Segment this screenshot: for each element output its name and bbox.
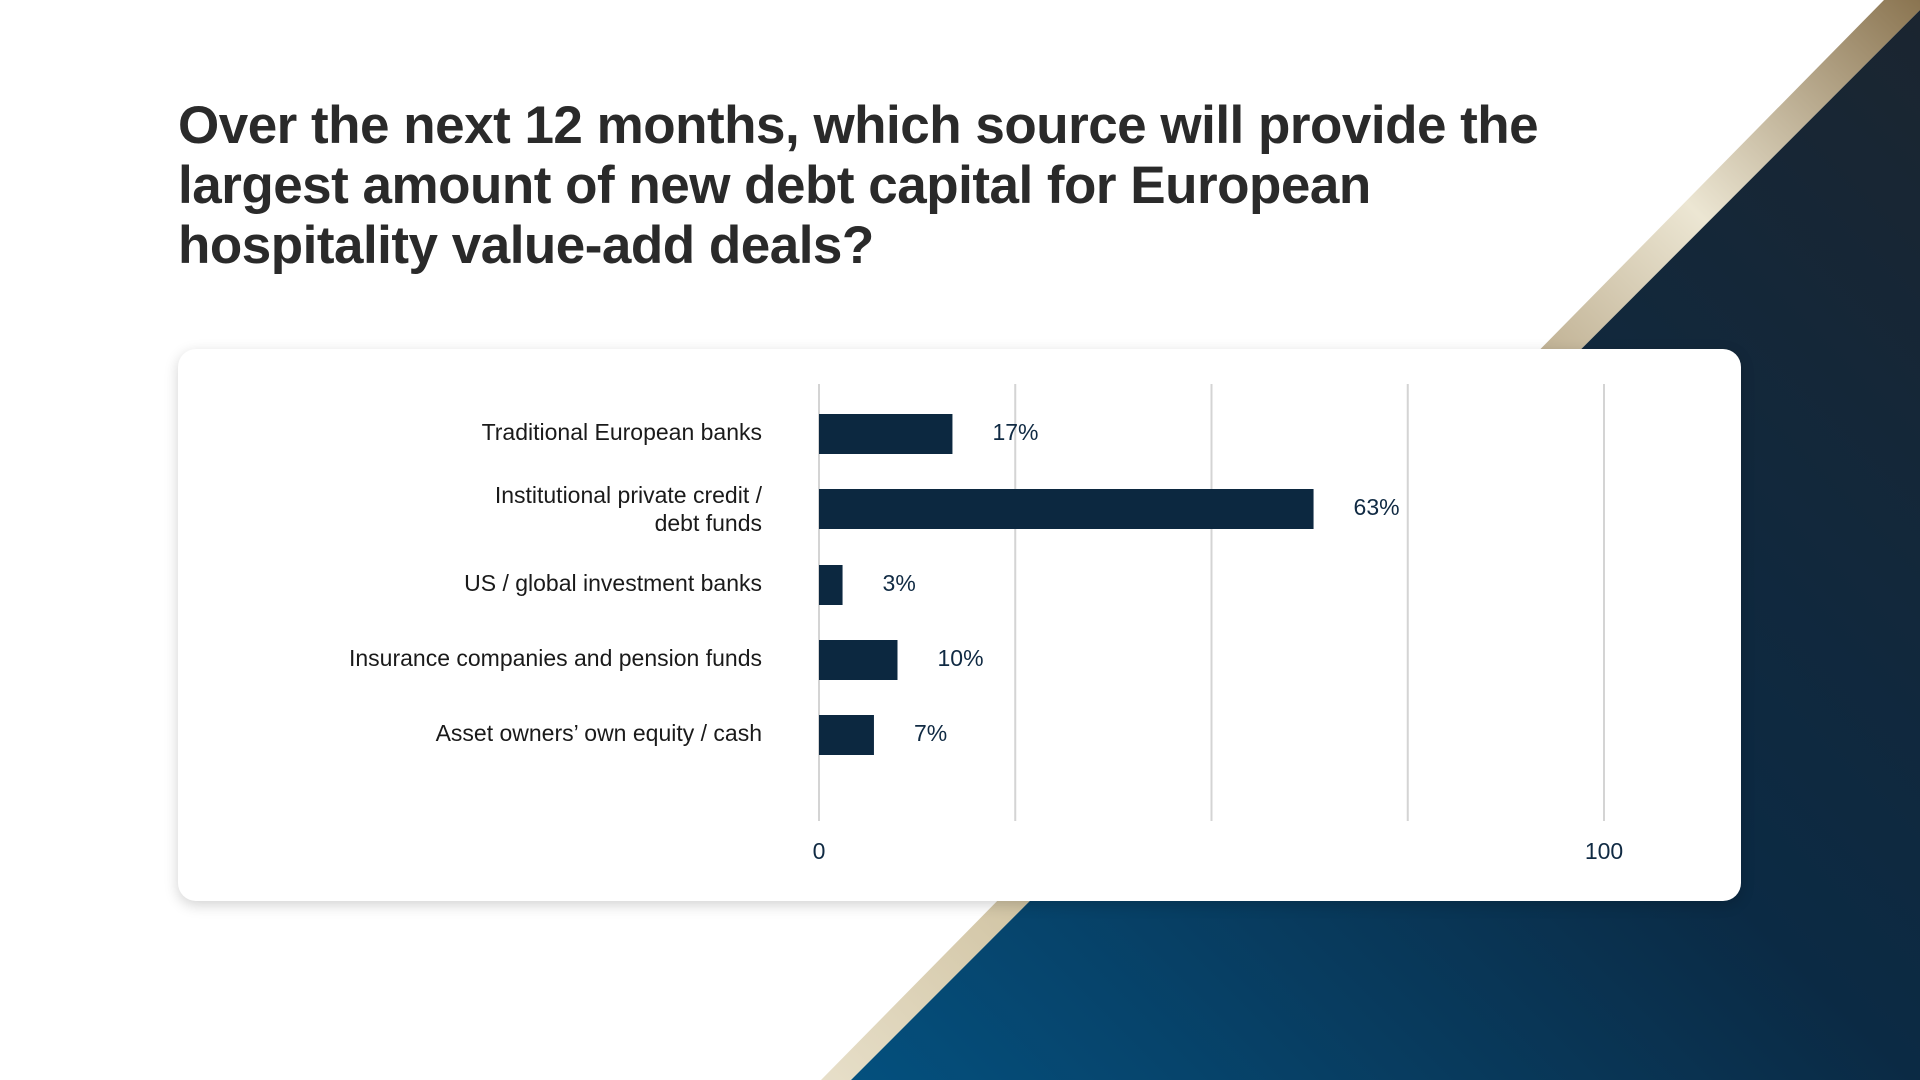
- bar: [819, 414, 953, 454]
- x-tick-label: 100: [1585, 838, 1623, 864]
- value-label: 63%: [1354, 494, 1400, 520]
- x-tick-label: 0: [813, 838, 826, 864]
- category-label: Traditional European banks: [482, 419, 762, 445]
- value-label: 17%: [992, 419, 1038, 445]
- bar: [819, 640, 898, 680]
- value-label: 3%: [883, 570, 916, 596]
- bars: [819, 414, 1314, 755]
- bar: [819, 715, 874, 755]
- category-label: Institutional private credit / debt funds: [495, 482, 763, 536]
- page-title: Over the next 12 months, which source wi…: [178, 96, 1539, 275]
- bar: [819, 565, 843, 605]
- category-label: Asset owners’ own equity / cash: [436, 720, 762, 746]
- labels: Traditional European banks 17% Institution…: [349, 419, 1623, 864]
- value-label: 7%: [914, 720, 947, 746]
- chart-card: Traditional European banks 17% Institution…: [178, 349, 1741, 901]
- category-label: US / global investment banks: [464, 570, 762, 596]
- bar: [819, 489, 1314, 529]
- value-label: 10%: [938, 645, 984, 671]
- category-label: Insurance companies and pension funds: [349, 645, 762, 671]
- bar-chart: Traditional European banks 17% Institution…: [349, 384, 1623, 864]
